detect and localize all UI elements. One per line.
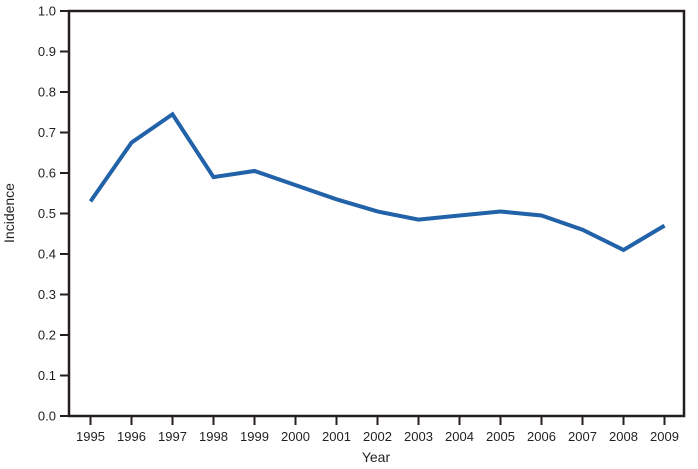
y-tick-label: 0.0 [38,409,56,424]
y-tick-label: 0.3 [38,287,56,302]
x-tick-label: 1998 [199,429,228,444]
x-tick-label: 2006 [527,429,556,444]
x-tick-label: 2007 [568,429,597,444]
x-tick-label: 1995 [76,429,105,444]
y-tick-label: 0.8 [38,85,56,100]
x-tick-label: 2005 [486,429,515,444]
x-tick-label: 1997 [158,429,187,444]
y-tick-label: 0.2 [38,328,56,343]
y-tick-label: 1.0 [38,4,56,19]
x-tick-label: 2001 [322,429,351,444]
y-tick-label: 0.9 [38,44,56,59]
x-axis-title: Year [362,449,391,465]
x-tick-label: 1996 [117,429,146,444]
x-tick-label: 1999 [240,429,269,444]
y-tick-label: 0.5 [38,206,56,221]
x-tick-label: 2002 [363,429,392,444]
y-tick-label: 0.7 [38,125,56,140]
x-tick-label: 2000 [281,429,310,444]
x-tick-label: 2008 [609,429,638,444]
y-axis-title: Incidence [1,183,17,243]
incidence-series-line [88,111,666,253]
y-tick-label: 0.6 [38,166,56,181]
x-tick-label: 2009 [650,429,679,444]
y-tick-label: 0.1 [38,368,56,383]
y-tick-label: 0.4 [38,247,56,262]
x-tick-label: 2003 [404,429,433,444]
plot-border [67,9,686,418]
x-tick-label: 2004 [445,429,474,444]
